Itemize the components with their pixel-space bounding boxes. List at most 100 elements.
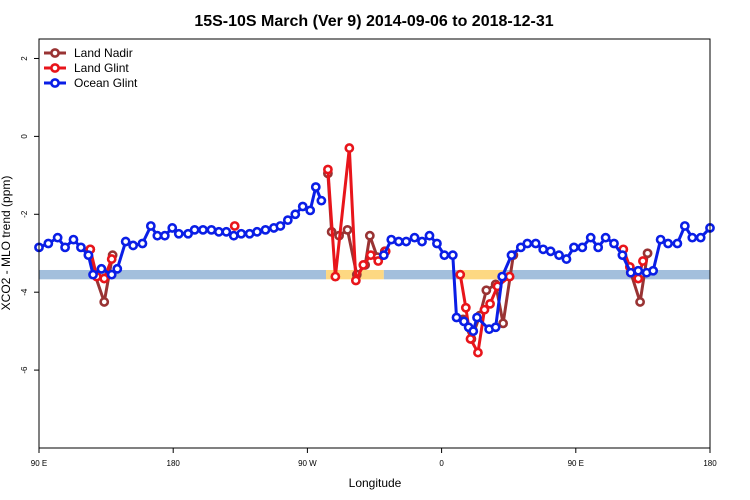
ocean-glint-point — [282, 215, 293, 226]
ocean-glint-point — [221, 226, 232, 237]
legend-label-land-glint: Land Glint — [74, 61, 129, 75]
ocean-glint-point — [577, 242, 588, 253]
land-glint-point — [473, 347, 483, 358]
ocean-glint-point — [593, 242, 604, 253]
ocean-glint-point — [648, 265, 659, 276]
ocean-glint-point — [432, 238, 442, 249]
land-nadir-point — [342, 224, 353, 235]
ocean-glint-point — [310, 182, 321, 192]
ocean-glint-point — [497, 271, 508, 282]
series-layer — [34, 143, 715, 358]
ocean-glint-point — [275, 221, 286, 231]
ocean-glint-point — [545, 246, 556, 257]
legend-marker-land-nadir — [50, 48, 60, 58]
land-glint-point — [460, 302, 471, 313]
ocean-glint-point — [236, 228, 247, 239]
land-glint-point — [504, 271, 515, 282]
ocean-glint-point — [451, 312, 462, 323]
legend-label-ocean-glint: Ocean Glint — [74, 76, 138, 90]
land-glint-point — [479, 304, 490, 315]
y-tick-label: 2 — [20, 56, 29, 61]
ocean-glint-point — [206, 224, 217, 235]
ocean-glint-point — [687, 232, 698, 243]
x-tick-label: 180 — [167, 459, 181, 468]
land-glint-point — [106, 254, 117, 264]
ocean-glint-point — [561, 254, 572, 264]
ocean-glint-point — [472, 312, 482, 323]
band-segment — [504, 269, 710, 280]
ocean-glint-point — [617, 250, 628, 261]
land-glint-point — [99, 273, 110, 284]
ocean-glint-point — [490, 322, 501, 333]
land-nadir-point — [481, 285, 492, 296]
chart-title: 15S-10S March (Ver 9) 2014-09-06 to 2018… — [194, 13, 553, 30]
ocean-glint-point — [401, 236, 412, 247]
ocean-glint-point — [213, 226, 224, 237]
land-nadir-point — [498, 318, 509, 329]
land-glint-point — [330, 271, 341, 282]
land-nadir-point — [364, 230, 375, 241]
ocean-glint-point — [60, 242, 70, 253]
x-tick-label: 90 E — [31, 459, 47, 468]
land-glint-point — [465, 334, 476, 344]
ocean-glint-point — [663, 238, 673, 249]
ocean-glint-point — [569, 242, 579, 253]
ocean-glint-point — [695, 232, 706, 243]
band-segment — [458, 269, 505, 280]
ocean-glint-point — [468, 326, 479, 337]
y-axis-label: XCO2 - MLO trend (ppm) — [0, 176, 13, 311]
x-tick-label: 180 — [703, 459, 717, 468]
legend-label-land-nadir: Land Nadir — [74, 46, 133, 60]
land-glint-point — [485, 298, 495, 309]
ocean-glint-point — [167, 223, 178, 233]
ocean-glint-point — [198, 224, 208, 235]
ocean-glint-point — [145, 221, 156, 231]
ocean-glint-point — [290, 209, 301, 220]
x-axis-label: Longitude — [349, 476, 402, 490]
ocean-glint-point — [112, 263, 123, 274]
land-glint-point — [229, 221, 240, 231]
ocean-glint-point — [393, 236, 404, 247]
ocean-glint-point — [538, 244, 549, 255]
ocean-glint-point — [386, 234, 397, 245]
ocean-glint-point — [228, 230, 239, 241]
land-glint-point — [350, 275, 361, 286]
ocean-glint-point — [96, 263, 107, 274]
ocean-glint-point — [244, 228, 255, 239]
y-axis: 2 0 -2 -4 -6 — [20, 56, 39, 374]
ocean-glint-point — [447, 250, 458, 261]
ocean-glint-point — [459, 316, 469, 327]
y-tick-label: -4 — [20, 288, 29, 296]
ocean-glint-point — [252, 226, 262, 237]
land-glint-point — [638, 256, 648, 266]
land-nadir-point — [99, 297, 110, 307]
ocean-glint-point — [655, 234, 666, 245]
ocean-glint-point — [424, 230, 435, 241]
land-glint-point — [344, 143, 355, 153]
series-ocean-glint — [34, 182, 715, 337]
ocean-glint-point — [297, 201, 308, 212]
ocean-glint-point — [159, 230, 170, 241]
land-glint-point — [373, 256, 384, 266]
ocean-glint-point — [417, 236, 427, 247]
ocean-glint-point — [316, 195, 327, 206]
ocean-glint-point — [609, 238, 619, 249]
land-nadir-point — [642, 248, 653, 259]
x-tick-label: 0 — [439, 459, 444, 468]
x-tick-label: 90 E — [568, 459, 584, 468]
ocean-glint-point — [106, 269, 117, 280]
ocean-glint-point — [173, 228, 184, 239]
legend-marker-land-glint — [50, 63, 60, 73]
ocean-glint-point — [83, 250, 94, 261]
ocean-glint-point — [554, 250, 564, 261]
land-glint-point — [365, 250, 376, 261]
ocean-glint-point — [679, 221, 690, 231]
ocean-glint-point — [530, 238, 541, 249]
ocean-glint-point — [506, 250, 517, 261]
ocean-glint-point — [68, 234, 79, 245]
ocean-glint-point — [88, 269, 98, 280]
ocean-glint-point — [260, 224, 271, 235]
ocean-glint-point — [152, 230, 163, 241]
